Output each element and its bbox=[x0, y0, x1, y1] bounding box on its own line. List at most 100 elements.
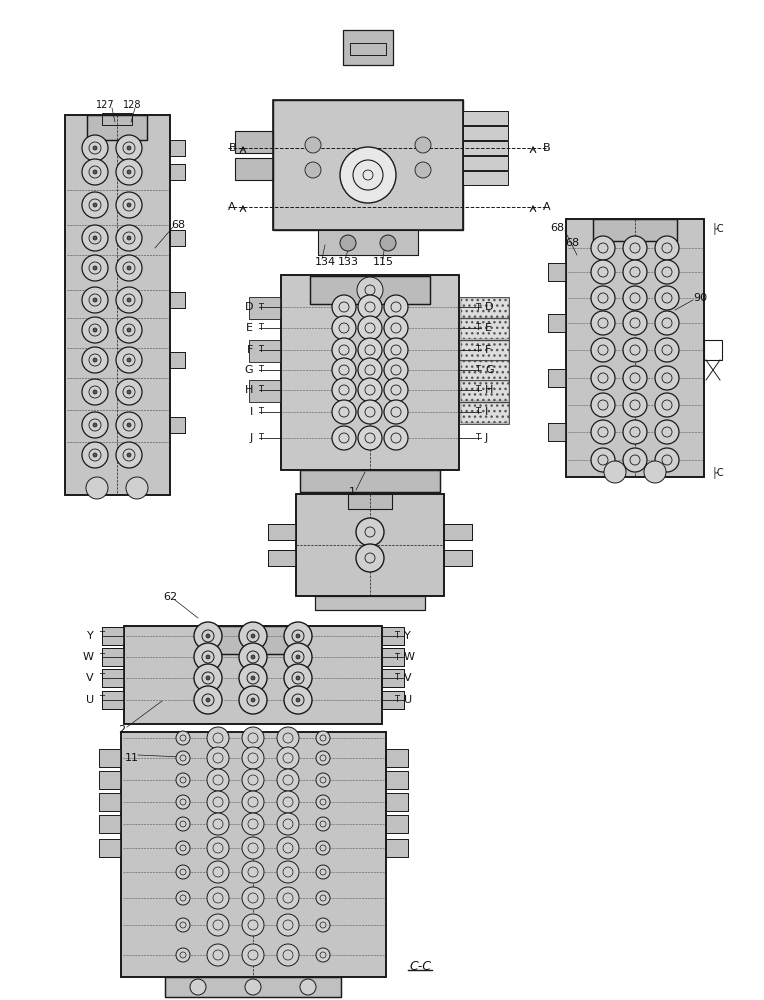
Circle shape bbox=[591, 448, 615, 472]
Circle shape bbox=[82, 159, 108, 185]
Circle shape bbox=[251, 698, 255, 702]
Circle shape bbox=[384, 316, 408, 340]
Bar bbox=[65, 115, 170, 495]
Bar bbox=[165, 977, 341, 997]
Circle shape bbox=[194, 686, 222, 714]
Bar bbox=[99, 839, 121, 857]
Circle shape bbox=[207, 769, 229, 791]
Text: B: B bbox=[228, 143, 236, 153]
Circle shape bbox=[190, 979, 206, 995]
Circle shape bbox=[332, 358, 356, 382]
Bar bbox=[315, 596, 425, 610]
Bar bbox=[548, 314, 566, 332]
Circle shape bbox=[82, 442, 108, 468]
Bar bbox=[566, 219, 704, 477]
Circle shape bbox=[316, 841, 330, 855]
Bar bbox=[99, 793, 121, 811]
Circle shape bbox=[332, 338, 356, 362]
Bar bbox=[343, 30, 393, 65]
Bar bbox=[99, 793, 121, 811]
Bar bbox=[382, 691, 404, 709]
Circle shape bbox=[300, 979, 316, 995]
Bar bbox=[463, 141, 508, 155]
Circle shape bbox=[384, 358, 408, 382]
Circle shape bbox=[284, 686, 312, 714]
Circle shape bbox=[623, 338, 647, 362]
Bar bbox=[463, 171, 508, 185]
Circle shape bbox=[176, 948, 190, 962]
Text: Y: Y bbox=[87, 631, 94, 641]
Bar bbox=[459, 340, 509, 362]
Text: E: E bbox=[485, 323, 492, 333]
Circle shape bbox=[316, 948, 330, 962]
Circle shape bbox=[93, 203, 97, 207]
Bar bbox=[121, 732, 386, 977]
Bar bbox=[318, 230, 418, 255]
Circle shape bbox=[415, 162, 431, 178]
Bar bbox=[386, 839, 408, 857]
Circle shape bbox=[358, 378, 382, 402]
Text: T: T bbox=[99, 632, 104, 641]
Circle shape bbox=[82, 135, 108, 161]
Text: F: F bbox=[485, 345, 491, 355]
Bar bbox=[170, 164, 185, 180]
Bar bbox=[386, 793, 408, 811]
Circle shape bbox=[116, 255, 142, 281]
Bar bbox=[268, 524, 296, 540]
Bar bbox=[566, 219, 704, 477]
Circle shape bbox=[127, 203, 131, 207]
Bar bbox=[382, 648, 404, 666]
Circle shape bbox=[93, 453, 97, 457]
Circle shape bbox=[358, 338, 382, 362]
Text: H: H bbox=[485, 385, 494, 395]
Bar bbox=[170, 230, 185, 246]
Circle shape bbox=[239, 622, 267, 650]
Circle shape bbox=[242, 813, 264, 835]
Bar bbox=[548, 423, 566, 441]
Bar bbox=[121, 732, 386, 977]
Bar bbox=[249, 340, 281, 362]
Circle shape bbox=[127, 170, 131, 174]
Circle shape bbox=[623, 236, 647, 260]
Circle shape bbox=[332, 295, 356, 319]
Bar bbox=[300, 470, 440, 492]
Bar bbox=[235, 131, 273, 153]
Text: G: G bbox=[485, 365, 494, 375]
Bar bbox=[459, 402, 509, 424]
Bar bbox=[268, 550, 296, 566]
Text: 2: 2 bbox=[118, 725, 125, 735]
Bar bbox=[99, 815, 121, 833]
Circle shape bbox=[380, 235, 396, 251]
Bar bbox=[386, 815, 408, 833]
Bar bbox=[386, 749, 408, 767]
Bar bbox=[343, 30, 393, 65]
Text: C-C: C-C bbox=[409, 960, 431, 974]
Bar bbox=[315, 596, 425, 610]
Circle shape bbox=[251, 634, 255, 638]
Bar bbox=[170, 292, 185, 308]
Bar bbox=[548, 263, 566, 281]
Circle shape bbox=[176, 731, 190, 745]
Circle shape bbox=[305, 137, 321, 153]
Text: V: V bbox=[404, 673, 412, 683]
Circle shape bbox=[207, 944, 229, 966]
Circle shape bbox=[82, 347, 108, 373]
Bar bbox=[463, 156, 508, 170]
Circle shape bbox=[176, 841, 190, 855]
Circle shape bbox=[82, 287, 108, 313]
Bar bbox=[459, 318, 509, 340]
Circle shape bbox=[206, 676, 210, 680]
Text: T: T bbox=[475, 434, 480, 442]
Circle shape bbox=[316, 795, 330, 809]
Circle shape bbox=[127, 236, 131, 240]
Circle shape bbox=[93, 328, 97, 332]
Bar bbox=[548, 423, 566, 441]
Circle shape bbox=[591, 420, 615, 444]
Bar bbox=[99, 771, 121, 789]
Circle shape bbox=[332, 316, 356, 340]
Circle shape bbox=[296, 676, 300, 680]
Circle shape bbox=[591, 286, 615, 310]
Circle shape bbox=[591, 311, 615, 335]
Circle shape bbox=[316, 751, 330, 765]
Text: W: W bbox=[83, 652, 94, 662]
